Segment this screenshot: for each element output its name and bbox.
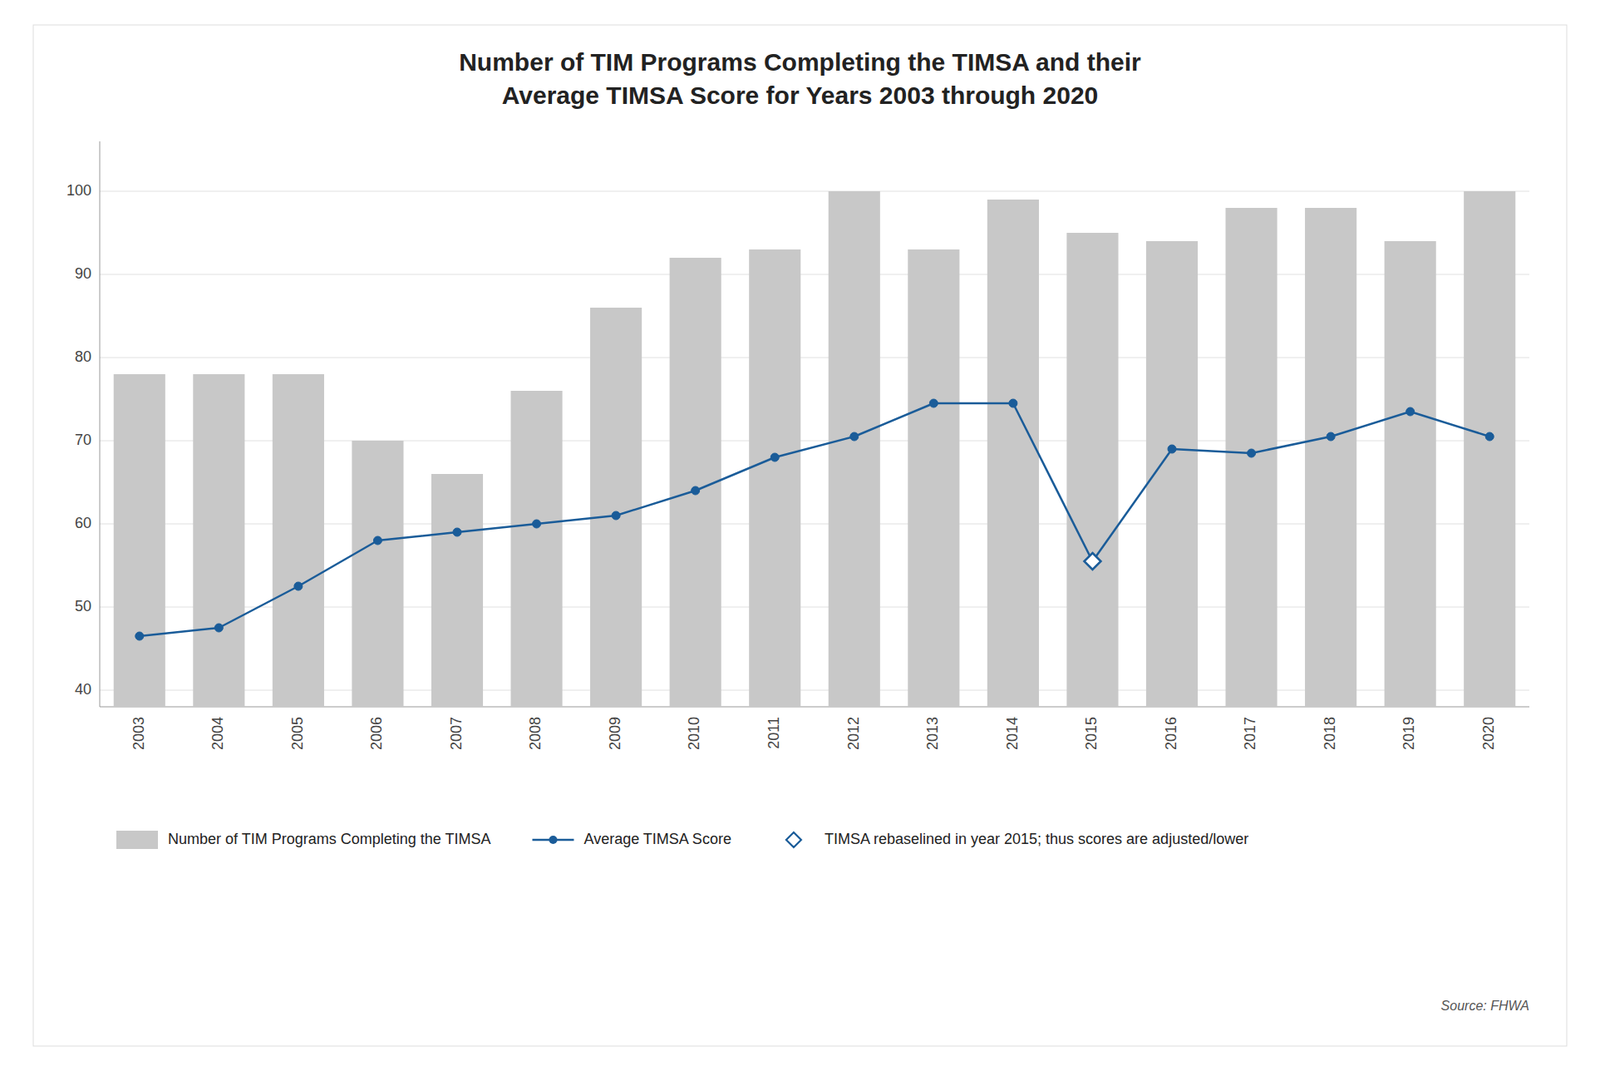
x-tick-label: 2014 — [1004, 716, 1021, 750]
bar — [1225, 207, 1278, 707]
legend-item: TIMSA rebaselined in year 2015; thus sco… — [786, 830, 1249, 847]
y-tick-label: 70 — [74, 431, 92, 448]
line — [139, 403, 1490, 636]
x-tick-label: 2016 — [1162, 716, 1180, 750]
point — [1009, 398, 1018, 408]
x-tick-label: 2009 — [606, 716, 624, 750]
y-tick-label: 80 — [74, 348, 92, 365]
legend-label: Average TIMSA Score — [583, 830, 731, 847]
bar — [113, 374, 166, 707]
x-tick-label: 2003 — [130, 716, 148, 750]
x-tick-label: 2011 — [765, 716, 783, 749]
chart: Number of TIM Programs Completing the TI… — [0, 0, 1600, 1071]
bar — [987, 199, 1039, 707]
grid-line — [99, 191, 1530, 192]
legend-item: Average TIMSA Score — [531, 830, 731, 847]
point — [532, 519, 542, 528]
x-tick-label: 2019 — [1400, 716, 1418, 750]
legend: Number of TIM Programs Completing the TI… — [116, 830, 1249, 849]
bar — [431, 473, 483, 707]
diamond-marker — [1083, 552, 1101, 570]
bar — [192, 374, 245, 707]
x-tick-label: 2010 — [685, 716, 703, 750]
legend-item: Number of TIM Programs Completing the TI… — [116, 830, 491, 849]
point — [1326, 432, 1335, 441]
point — [373, 536, 382, 545]
bar — [590, 307, 642, 707]
legend-swatch — [116, 830, 158, 849]
legend-marker — [786, 832, 802, 847]
point — [850, 432, 859, 441]
point — [929, 398, 938, 408]
point — [770, 452, 779, 462]
x-tick-label: 2013 — [924, 716, 941, 750]
bar — [1463, 191, 1516, 707]
x-tick-label: 2017 — [1241, 716, 1259, 750]
point — [1167, 444, 1177, 453]
y-tick-label: 50 — [74, 597, 92, 615]
marks — [113, 191, 1517, 707]
bar — [1384, 241, 1437, 707]
outer-frame — [33, 24, 1567, 1046]
x-tick-label: 2007 — [448, 716, 465, 750]
bar — [907, 249, 960, 707]
x-tick-label: 2008 — [526, 716, 544, 750]
point — [452, 527, 462, 537]
bar — [1066, 232, 1118, 707]
y-tick-label: 90 — [74, 265, 92, 282]
bar — [351, 440, 404, 707]
x-tick-label: 2005 — [289, 716, 306, 750]
point — [1485, 432, 1494, 441]
title: Number of TIM Programs Completing the TI… — [458, 48, 1142, 76]
legend-marker — [548, 835, 557, 844]
point — [691, 486, 700, 495]
x-tick-label: 2015 — [1083, 716, 1100, 750]
point — [294, 581, 303, 591]
y-axis-line — [99, 141, 101, 707]
subtitle: Average TIMSA Score for Years 2003 throu… — [502, 81, 1099, 109]
bar — [1304, 207, 1357, 707]
point — [1247, 448, 1256, 458]
x-tick-label: 2012 — [845, 716, 862, 750]
point — [135, 631, 144, 640]
bar — [748, 249, 801, 707]
x-tick-label: 2004 — [209, 716, 227, 750]
annotation: Source: FHWA — [1441, 998, 1530, 1013]
y-tick-label: 40 — [74, 680, 92, 698]
bar — [828, 191, 881, 707]
bar — [272, 374, 325, 707]
point — [611, 511, 621, 520]
point — [214, 623, 223, 632]
legend-label: TIMSA rebaselined in year 2015; thus sco… — [824, 830, 1249, 847]
x-tick-label: 2018 — [1321, 716, 1339, 750]
y-tick-label: 100 — [66, 182, 92, 199]
point — [1406, 407, 1415, 416]
legend-label: Number of TIM Programs Completing the TI… — [167, 830, 491, 847]
x-tick-label: 2006 — [368, 716, 385, 750]
bar — [511, 390, 563, 707]
x-tick-label: 2020 — [1480, 716, 1497, 750]
y-tick-label: 60 — [74, 514, 92, 532]
